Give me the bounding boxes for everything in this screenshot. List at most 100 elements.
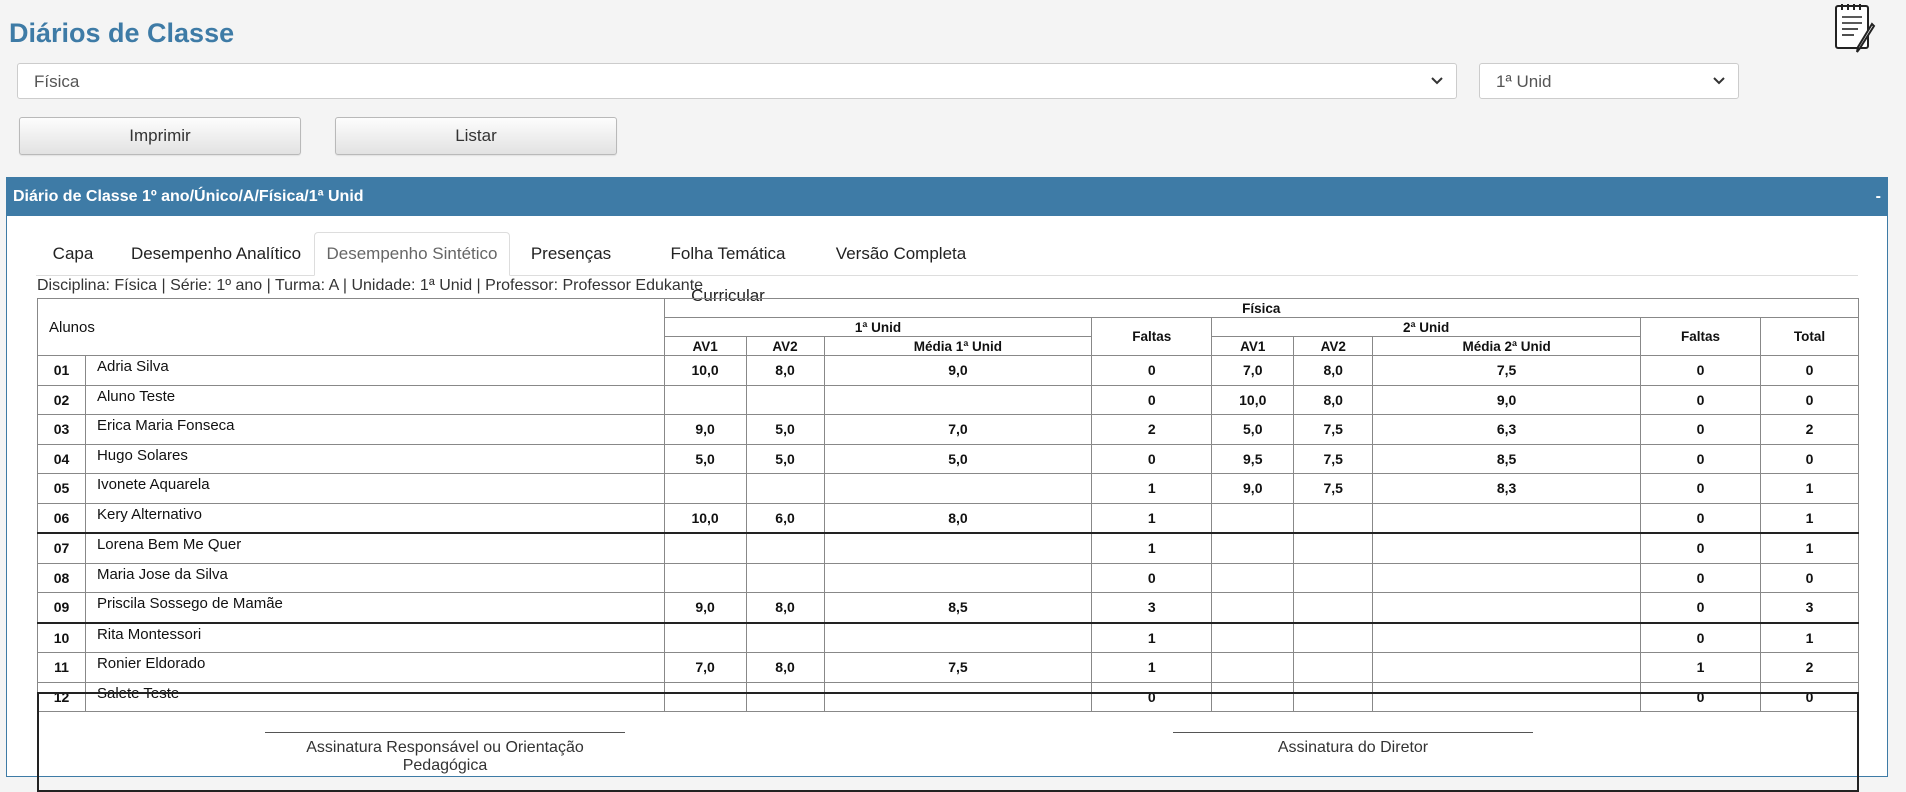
alunos-header: Alunos: [37, 298, 665, 356]
student-name: Priscila Sossego de Mamãe: [84, 592, 665, 623]
cell-u1-media: [823, 532, 1093, 564]
cell-u1-av1: [663, 562, 747, 593]
tab-desempenho-sintetico[interactable]: Desempenho Sintético: [314, 232, 510, 276]
cell-u2-av2: [1293, 562, 1374, 593]
discipline-select-value: Física: [34, 72, 80, 91]
cell-u1-av1: 7,0: [663, 652, 747, 683]
cell-total: 1: [1759, 502, 1860, 534]
cell-u1-av1: 10,0: [663, 355, 747, 386]
cell-u1-faltas: 0: [1091, 443, 1213, 474]
cell-u1-av2: 8,0: [745, 652, 825, 683]
cell-u2-av2: 7,5: [1293, 473, 1374, 504]
grades-table: Alunos Física 1ª Unid Faltas 2ª Unid Fal…: [37, 298, 1860, 712]
cell-u2-faltas: 0: [1640, 532, 1761, 564]
panel-header: Diário de Classe 1º ano/Único/A/Física/1…: [7, 178, 1887, 216]
cell-u2-media: 6,3: [1372, 414, 1642, 445]
table-row: 07 Lorena Bem Me Quer 1 0 1: [37, 532, 1860, 564]
cell-u2-av1: [1211, 592, 1295, 623]
cell-total: 0: [1759, 681, 1860, 712]
cell-u1-av2: [745, 384, 825, 415]
row-number: 12: [37, 681, 86, 712]
cell-u2-faltas: 0: [1640, 621, 1761, 653]
cell-u2-av2: [1293, 592, 1374, 623]
student-name: Lorena Bem Me Quer: [84, 532, 665, 564]
cell-u1-faltas: 1: [1091, 532, 1213, 564]
notebook-pencil-icon[interactable]: [1830, 2, 1880, 54]
cell-u2-av1: [1211, 652, 1295, 683]
cell-u1-av1: [663, 384, 747, 415]
tab-desempenho-analitico[interactable]: Desempenho Analítico: [130, 244, 302, 263]
cell-u1-media: [823, 473, 1093, 504]
cell-u2-media: 8,3: [1372, 473, 1642, 504]
cell-u1-av1: [663, 532, 747, 564]
row-number: 05: [37, 473, 86, 504]
cell-u2-av2: [1293, 652, 1374, 683]
cell-u2-av2: [1293, 502, 1374, 534]
unit2-av2-header: AV2: [1293, 336, 1374, 356]
row-number: 01: [37, 355, 86, 386]
cell-u1-faltas: 0: [1091, 681, 1213, 712]
unit2-header: 2ª Unid: [1211, 317, 1642, 337]
cell-total: 3: [1759, 592, 1860, 623]
cell-u2-media: 8,5: [1372, 443, 1642, 474]
unit1-faltas-header: Faltas: [1091, 317, 1213, 356]
cell-u1-media: 7,0: [823, 414, 1093, 445]
tab-folha-tematica-curricular[interactable]: Folha Temática Curricular: [670, 244, 786, 305]
cell-u2-av1: 9,0: [1211, 473, 1295, 504]
cell-u2-av1: [1211, 681, 1295, 712]
cell-u2-av1: [1211, 562, 1295, 593]
cell-u1-faltas: 0: [1091, 355, 1213, 386]
subject-header: Física: [663, 298, 1860, 318]
cell-total: 2: [1759, 652, 1860, 683]
cell-u1-media: [823, 681, 1093, 712]
cell-total: 1: [1759, 621, 1860, 653]
cell-u2-faltas: 0: [1640, 384, 1761, 415]
cell-u2-av1: 9,5: [1211, 443, 1295, 474]
cell-u2-av2: 8,0: [1293, 355, 1374, 386]
cell-u1-av2: 8,0: [745, 355, 825, 386]
cell-u1-av2: 6,0: [745, 502, 825, 534]
cell-u2-faltas: 0: [1640, 681, 1761, 712]
chevron-down-icon: [1430, 71, 1444, 89]
cell-u2-av1: 5,0: [1211, 414, 1295, 445]
cell-u2-av2: 7,5: [1293, 414, 1374, 445]
unit2-av1-header: AV1: [1211, 336, 1295, 356]
tab-capa[interactable]: Capa: [52, 244, 94, 263]
signature-right-label: Assinatura do Diretor: [1277, 739, 1429, 756]
cell-u2-av1: [1211, 621, 1295, 653]
cell-u1-av2: 5,0: [745, 414, 825, 445]
cell-u1-media: [823, 621, 1093, 653]
cell-u2-faltas: 0: [1640, 502, 1761, 534]
cell-u1-av2: [745, 621, 825, 653]
cell-u2-av2: 8,0: [1293, 384, 1374, 415]
row-number: 06: [37, 502, 86, 534]
unit2-media-header: Média 2ª Unid: [1372, 336, 1642, 356]
cell-u1-av1: 5,0: [663, 443, 747, 474]
tab-presencas[interactable]: Presenças: [530, 244, 612, 263]
cell-u1-faltas: 0: [1091, 384, 1213, 415]
unit-select[interactable]: 1ª Unid: [1479, 63, 1739, 99]
cell-u1-media: 8,0: [823, 502, 1093, 534]
list-button[interactable]: Listar: [335, 117, 617, 155]
cell-u2-av2: 7,5: [1293, 443, 1374, 474]
cell-u1-media: 8,5: [823, 592, 1093, 623]
cell-u1-av2: 8,0: [745, 592, 825, 623]
row-number: 02: [37, 384, 86, 415]
signature-box: Assinatura Responsável ou Orientação Ped…: [37, 692, 1859, 792]
cell-u1-faltas: 1: [1091, 473, 1213, 504]
cell-total: 1: [1759, 473, 1860, 504]
cell-u1-media: 7,5: [823, 652, 1093, 683]
cell-u2-faltas: 0: [1640, 443, 1761, 474]
student-name: Kery Alternativo: [84, 502, 665, 534]
collapse-button[interactable]: -: [1875, 188, 1881, 205]
page-title: Diários de Classe: [9, 18, 235, 48]
tab-versao-completa[interactable]: Versão Completa: [835, 244, 967, 263]
cell-u2-media: [1372, 621, 1642, 653]
print-button[interactable]: Imprimir: [19, 117, 301, 155]
unit2-faltas-header: Faltas: [1640, 317, 1761, 356]
table-row: 06 Kery Alternativo 10,0 6,0 8,0 1 0 1: [37, 502, 1860, 534]
cell-u2-media: [1372, 592, 1642, 623]
cell-u1-av2: [745, 532, 825, 564]
discipline-select[interactable]: Física: [17, 63, 1457, 99]
cell-u1-av1: [663, 621, 747, 653]
